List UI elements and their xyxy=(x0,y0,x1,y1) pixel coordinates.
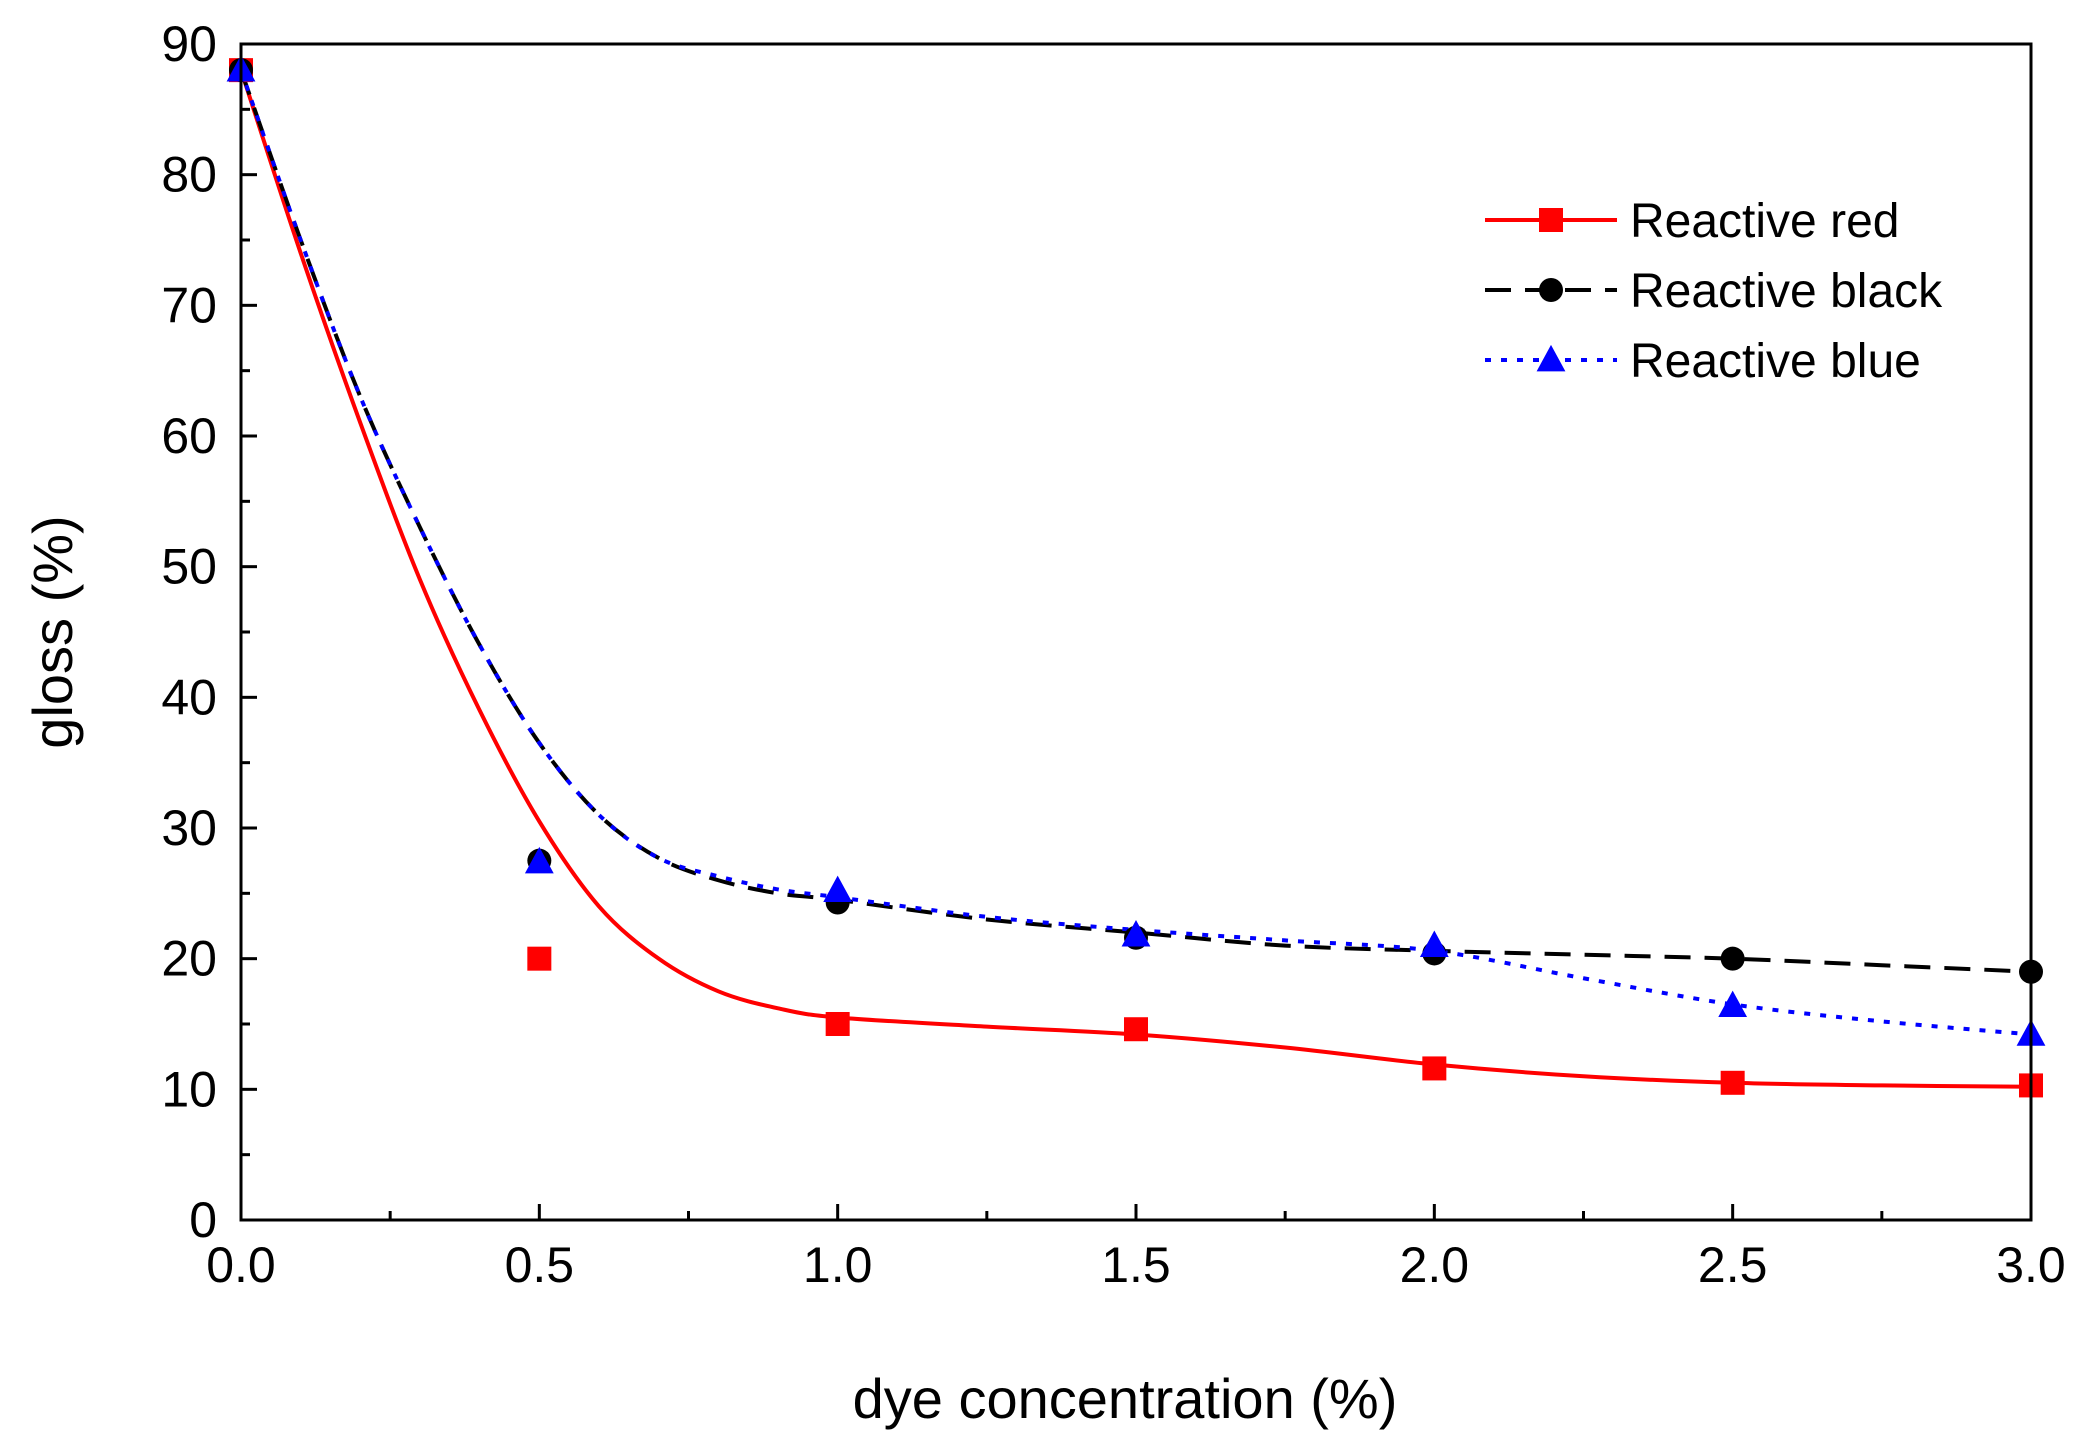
data-point-reactive-red xyxy=(825,1012,850,1036)
y-tick-label: 50 xyxy=(161,539,217,595)
data-point-reactive-red xyxy=(1720,1070,1745,1095)
legend-label-reactive-blue: Reactive blue xyxy=(1630,335,1921,388)
y-tick-label: 90 xyxy=(161,16,217,72)
axes-group: 0.0 0.5 1.0 1.5 2.0 2.5 3.0 0 10 20 30 40 50 60 70 80 90 xyxy=(161,16,2065,1293)
y-tick-label: 60 xyxy=(161,408,217,464)
legend-marker-reactive-black xyxy=(1539,278,1563,302)
legend: Reactive red Reactive black Reactive blue xyxy=(1485,195,1943,388)
fit-curves-group xyxy=(241,69,2031,1089)
legend-label-reactive-black: Reactive black xyxy=(1630,265,1943,318)
data-point-reactive-red xyxy=(1124,1017,1148,1042)
x-tick-label: 1.0 xyxy=(803,1237,873,1293)
legend-label-reactive-red: Reactive red xyxy=(1630,195,1899,248)
legend-marker-reactive-blue xyxy=(1536,344,1566,372)
data-point-reactive-red xyxy=(1422,1056,1447,1081)
x-tick-label: 0.0 xyxy=(206,1237,276,1293)
x-tick-label: 0.5 xyxy=(505,1237,575,1293)
x-tick-label: 2.0 xyxy=(1400,1237,1470,1293)
data-point-reactive-black xyxy=(1720,946,1745,971)
series-line-reactive-red xyxy=(241,69,2031,1089)
y-tick-label: 80 xyxy=(161,147,217,203)
x-tick-label: 2.5 xyxy=(1698,1237,1768,1293)
data-point-reactive-red xyxy=(527,946,552,971)
y-tick-label: 30 xyxy=(161,800,217,856)
y-tick-label: 40 xyxy=(161,669,217,725)
y-tick-label: 0 xyxy=(189,1192,217,1248)
data-point-reactive-blue xyxy=(524,846,554,874)
x-tick-label: 1.5 xyxy=(1101,1237,1171,1293)
x-axis-title: dye concentration (%) xyxy=(853,1367,1398,1430)
x-tick-label: 3.0 xyxy=(1996,1237,2066,1293)
y-axis-title: gloss (%) xyxy=(21,515,84,748)
series-line-reactive-black xyxy=(241,69,2031,974)
data-point-reactive-blue xyxy=(823,875,853,903)
y-tick-label: 20 xyxy=(161,931,217,987)
data-point-reactive-blue xyxy=(1419,930,1449,957)
y-tick-label: 70 xyxy=(161,277,217,333)
legend-marker-reactive-red xyxy=(1539,208,1563,232)
data-point-reactive-blue xyxy=(1121,920,1151,947)
series-line-reactive-blue xyxy=(241,69,2031,1037)
y-tick-label: 10 xyxy=(161,1061,217,1117)
data-point-reactive-blue xyxy=(1718,990,1748,1018)
